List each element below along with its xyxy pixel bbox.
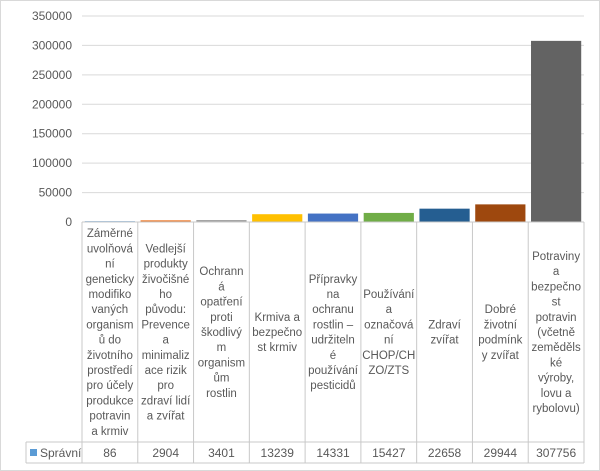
category-label: Zdraví zvířat (428, 319, 461, 346)
y-tick-label: 150000 (32, 127, 72, 141)
bar (252, 214, 303, 222)
y-tick-label: 0 (65, 215, 72, 229)
category-label: Záměrné uvolňová ní geneticky modifiko vaných… (86, 228, 135, 438)
data-label: 307756 (536, 446, 576, 460)
y-tick-label: 100000 (32, 156, 72, 170)
data-label: 2904 (152, 446, 179, 460)
bar (531, 40, 582, 222)
category-label: Vedlejší produkty živočišné ho původu: Preven… (141, 243, 191, 422)
bar (307, 213, 359, 222)
legend-label: Správní (40, 446, 82, 460)
category-label: Přípravky na ochranu rostlin – udržiteln é pou… (308, 274, 359, 392)
data-label: 14331 (316, 446, 350, 460)
bar (475, 204, 526, 222)
bar (140, 220, 191, 222)
bar (196, 219, 247, 222)
data-label: 29944 (484, 446, 518, 460)
category-label: Používání a označová ní CHOP/CH ZO/ZTS (362, 289, 415, 377)
category-label: Ochrann á opatření proti škodlivý m organism ům… (198, 266, 245, 400)
data-label: 3401 (208, 446, 235, 460)
y-tick-label: 200000 (32, 97, 72, 111)
y-tick-label: 350000 (32, 9, 72, 23)
bar (363, 212, 414, 222)
y-tick-label: 300000 (32, 38, 72, 52)
data-label: 15427 (372, 446, 406, 460)
data-label: 86 (103, 446, 117, 460)
data-label: 13239 (261, 446, 295, 460)
y-tick-label: 250000 (32, 68, 72, 82)
legend-key (30, 449, 37, 456)
category-label: Dobré životní podmínk y zvířat (478, 304, 522, 362)
category-label: Potraviny a bezpečno st potravin (včetně zeměd… (531, 251, 581, 415)
data-label: 22658 (428, 446, 462, 460)
category-label: Krmiva a bezpečno st krmiv (252, 312, 302, 354)
bar (419, 208, 470, 222)
y-tick-label: 50000 (39, 186, 73, 200)
